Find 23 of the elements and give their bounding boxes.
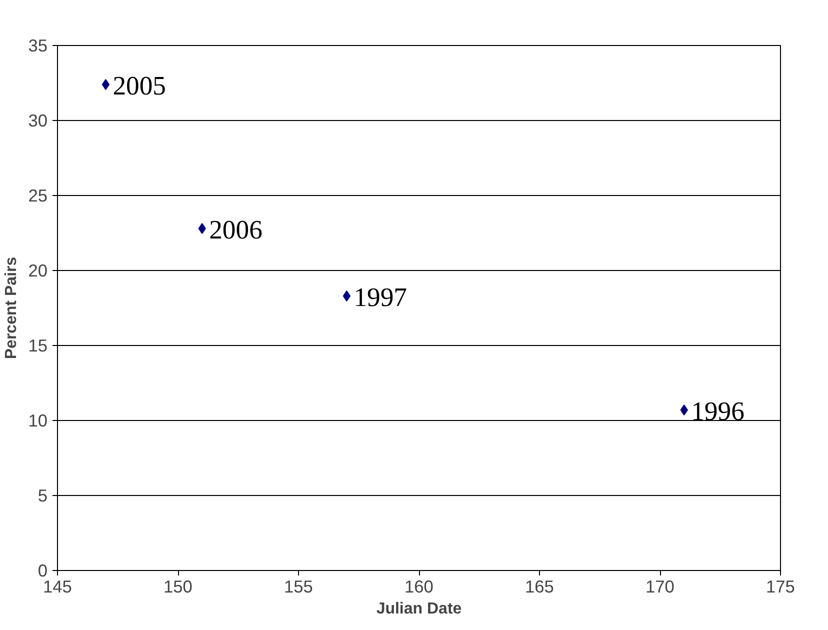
x-tick-label: 170 (646, 576, 674, 596)
x-axis-title: Julian Date (376, 600, 462, 618)
y-tick-label: 35 (28, 36, 48, 56)
y-tick-label: 25 (28, 186, 48, 206)
y-tick-label: 20 (28, 260, 48, 280)
annotation: 1996 (691, 396, 744, 426)
x-tick-label: 155 (284, 576, 313, 596)
y-tick-label: 30 (28, 110, 48, 130)
x-tick-label: 160 (404, 576, 434, 596)
y-tick-label: 15 (28, 336, 48, 356)
x-tick-label: 165 (525, 576, 554, 596)
point (102, 79, 110, 90)
y-axis-title: Percent Pairs (3, 256, 20, 360)
annotation: 2005 (112, 70, 166, 100)
point (342, 290, 351, 302)
y-tick-label: 10 (28, 410, 48, 430)
annotation: 2006 (209, 214, 262, 244)
x-tick-label: 175 (766, 576, 795, 596)
point (198, 223, 206, 234)
annotation: 1997 (354, 282, 408, 312)
x-tick-label: 150 (164, 576, 192, 596)
y-tick-label: 5 (38, 486, 48, 506)
point (680, 404, 688, 416)
